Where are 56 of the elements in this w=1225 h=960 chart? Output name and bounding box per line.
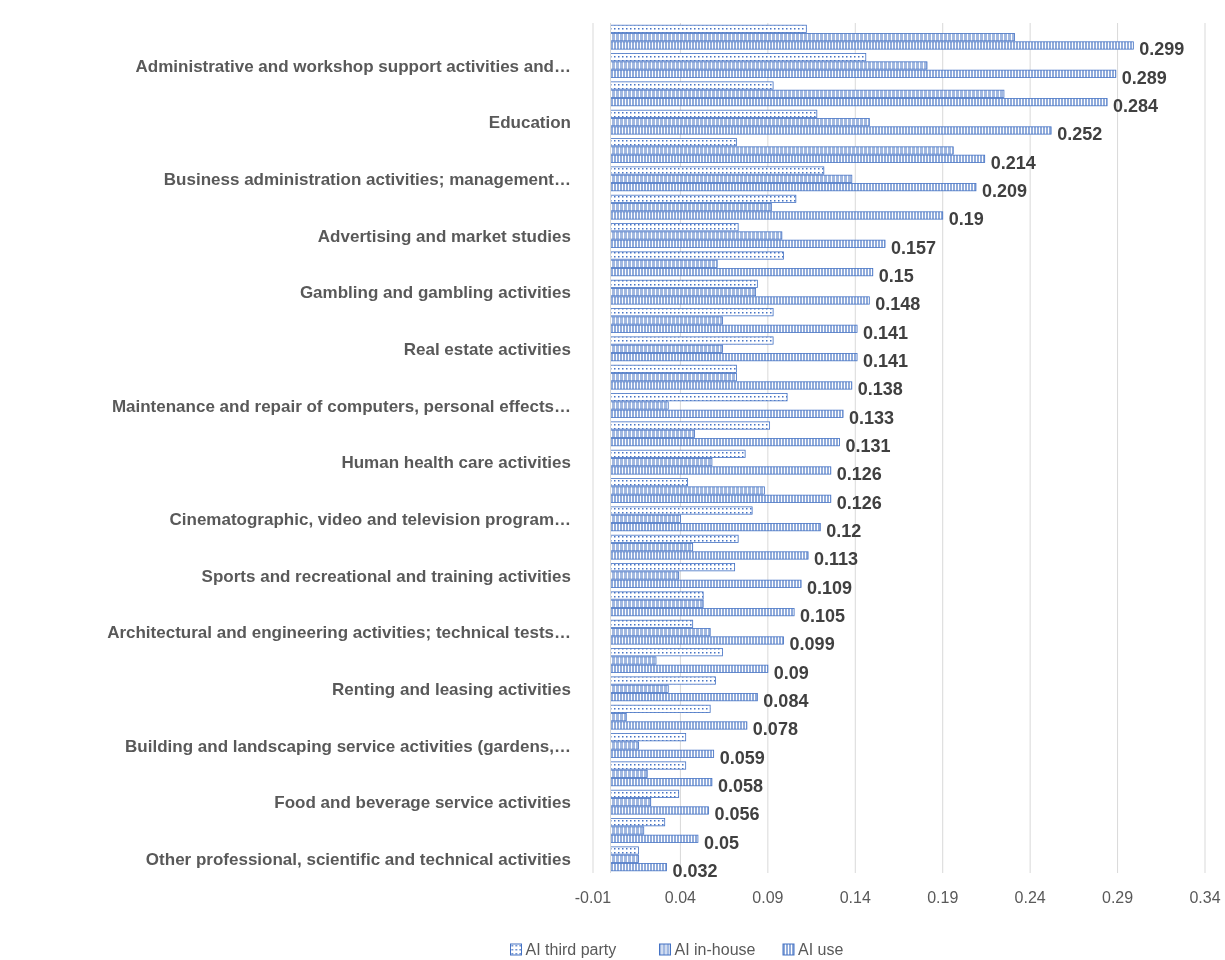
- data-label: 0.157: [891, 237, 937, 258]
- x-tick-label: 0.34: [1189, 889, 1221, 906]
- x-tick-label: 0.09: [752, 889, 784, 906]
- data-label: 0.15: [878, 266, 914, 287]
- data-label: 0.138: [857, 379, 903, 400]
- y-tick-label: Administrative and workshop support activities and…: [135, 56, 571, 76]
- data-label: 0.126: [836, 492, 882, 513]
- y-tick-label: Real estate activities: [403, 339, 571, 359]
- data-label: 0.12: [826, 521, 862, 542]
- y-tick-label: Human health care activities: [341, 453, 571, 473]
- data-label: 0.078: [752, 719, 798, 740]
- y-tick-label: Cinematographic, video and television program…: [169, 509, 571, 529]
- y-tick-label: Maintenance and repair of computers, personal effects…: [111, 396, 571, 416]
- data-label: 0.113: [814, 549, 859, 570]
- data-label: 0.059: [719, 747, 765, 768]
- data-label: 0.126: [836, 464, 882, 485]
- y-tick-label: Renting and leasing activities: [331, 679, 571, 699]
- y-tick-label: Education: [488, 113, 571, 133]
- x-tick-label: 0.29: [1102, 889, 1134, 906]
- data-label: 0.19: [948, 209, 984, 230]
- x-tick-label: 0.14: [839, 889, 871, 906]
- data-label: 0.299: [1139, 39, 1185, 60]
- data-label: 0.105: [800, 606, 846, 627]
- data-label: 0.148: [875, 294, 921, 315]
- data-label: 0.141: [863, 322, 909, 343]
- data-label: 0.284: [1113, 96, 1159, 117]
- data-label: 0.289: [1121, 67, 1167, 88]
- data-label: 0.131: [845, 436, 891, 457]
- data-label: 0.109: [807, 577, 853, 598]
- y-tick-label: Food and beverage service activities: [274, 793, 571, 813]
- data-label: 0.141: [863, 351, 909, 372]
- legend-label: AI in-house: [674, 941, 756, 958]
- data-label: 0.133: [849, 407, 895, 428]
- legend-label: AI use: [798, 941, 844, 958]
- y-tick-label: Sports and recreational and training activities: [201, 566, 571, 586]
- legend-label: AI third party: [525, 941, 617, 958]
- data-label: 0.214: [990, 152, 1036, 173]
- y-tick-label: Building and landscaping service activities (gardens,…: [125, 736, 571, 756]
- data-label: 0.209: [981, 181, 1027, 202]
- data-label: 0.252: [1057, 124, 1103, 145]
- data-label: 0.056: [714, 804, 760, 825]
- x-tick-label: -0.01: [574, 889, 612, 906]
- data-label: 0.05: [703, 832, 739, 853]
- data-label: 0.032: [672, 861, 718, 882]
- x-tick-label: 0.04: [664, 889, 697, 906]
- y-tick-label: Gambling and gambling activities: [299, 283, 571, 303]
- y-tick-label: Architectural and engineering activities; technical tests…: [107, 623, 571, 643]
- y-tick-label: Business administration activities; management…: [163, 169, 571, 189]
- y-tick-label: Advertising and market studies: [317, 226, 571, 246]
- x-tick-label: 0.24: [1014, 889, 1046, 906]
- y-tick-label: Other professional, scientific and technical activities: [145, 849, 571, 869]
- data-label: 0.084: [763, 691, 809, 712]
- data-label: 0.09: [773, 662, 809, 683]
- data-label: 0.058: [717, 776, 763, 797]
- x-tick-label: 0.19: [927, 889, 959, 906]
- data-label: 0.099: [789, 634, 835, 655]
